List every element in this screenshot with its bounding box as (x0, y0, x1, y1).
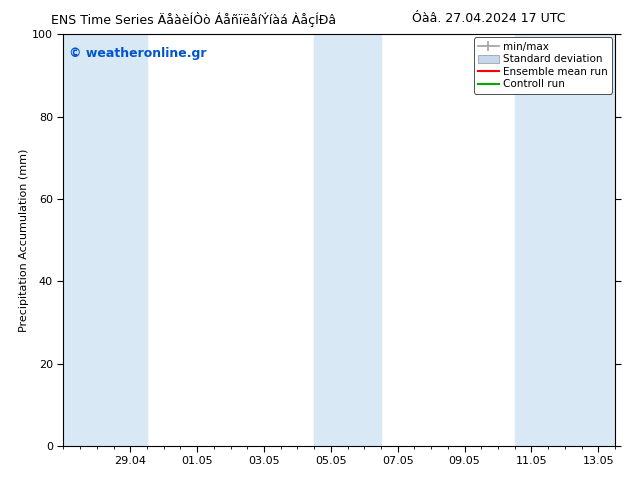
Bar (314, 34, 381, 446)
Legend: min/max, Standard deviation, Ensemble mean run, Controll run: min/max, Standard deviation, Ensemble me… (474, 37, 612, 94)
Bar (63, 34, 147, 446)
Text: © weatheronline.gr: © weatheronline.gr (69, 47, 207, 60)
Y-axis label: Precipitation Accumulation (mm): Precipitation Accumulation (mm) (19, 148, 29, 332)
Text: ENS Time Series ÄåàèÍÒò ÁåñïëåíÝíàá ÀåçÍÐâ: ENS Time Series ÄåàèÍÒò ÁåñïëåíÝíàá ÀåçÍ… (51, 12, 336, 27)
Text: Óàâ. 27.04.2024 17 UTC: Óàâ. 27.04.2024 17 UTC (412, 12, 566, 25)
Bar (515, 34, 615, 446)
